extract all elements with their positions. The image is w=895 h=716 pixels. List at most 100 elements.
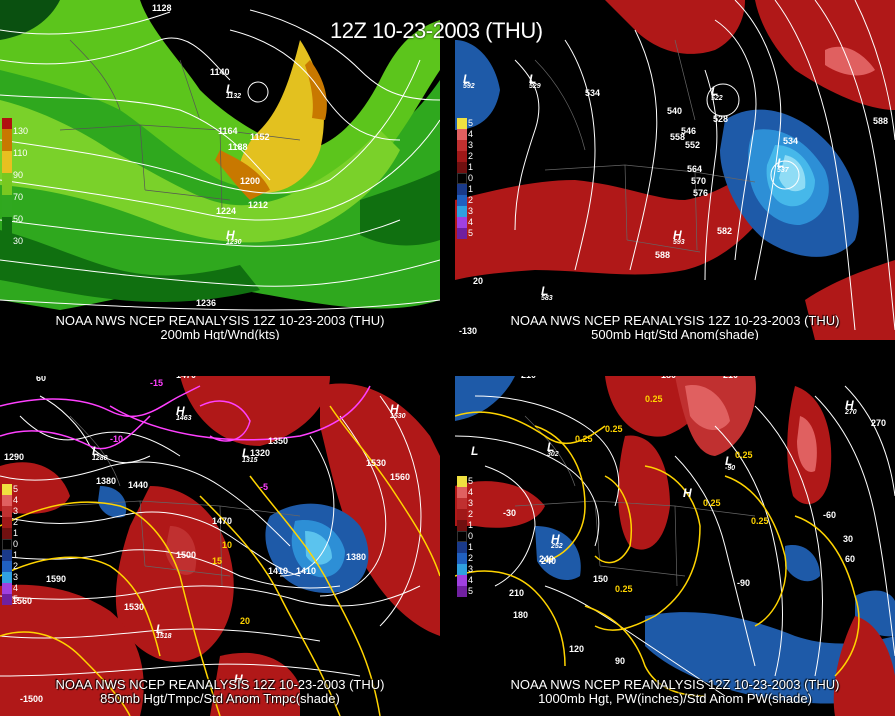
- low-center: L 1315: [242, 446, 258, 464]
- legend-swatch: [457, 173, 467, 184]
- legend-swatch: [457, 140, 467, 151]
- center-value: 270: [845, 409, 857, 416]
- legend-label: 2: [13, 517, 19, 527]
- legend-label: 2: [468, 195, 474, 205]
- contour-label: 1320: [250, 448, 271, 458]
- high-center: H: [683, 486, 692, 500]
- legend-swatch: [457, 531, 467, 542]
- panel-caption: NOAA NWS NCEP REANALYSIS 12Z 10-23-2003 …: [0, 678, 440, 706]
- contour-label: 570: [691, 176, 707, 186]
- legend-swatch: [457, 195, 467, 206]
- contour-label: 588: [873, 116, 889, 126]
- legend-label: 3: [13, 572, 19, 582]
- center-value: 1463: [176, 415, 192, 422]
- legend-swatch: [2, 528, 12, 539]
- legend-swatch: [457, 542, 467, 553]
- pw-label: 0.25: [605, 424, 623, 434]
- contour-label: 270: [871, 418, 887, 428]
- pw-label: 0.25: [645, 394, 663, 404]
- contour-label: -60: [823, 510, 837, 520]
- legend-label: 1: [468, 542, 474, 552]
- contour-label: 1140: [210, 67, 230, 77]
- contour-label: 90: [615, 656, 626, 666]
- legend-200mb: 130 110 90 70 50 30: [2, 118, 28, 246]
- contour-label: 210: [723, 376, 738, 380]
- contour-label: 1188: [228, 142, 248, 152]
- legend-swatch: [457, 553, 467, 564]
- legend-label: 4: [468, 217, 474, 227]
- contour-label: -90: [737, 578, 751, 588]
- caption-line2: 1000mb Hgt, PW(inches)/Std Anom PW(shade…: [538, 691, 812, 706]
- center-value: 252: [551, 543, 563, 550]
- low-center: L 1518: [156, 622, 172, 640]
- high-center: H 1463: [176, 404, 192, 422]
- pw-label: 0.25: [703, 498, 721, 508]
- low-center: L 529: [529, 72, 541, 90]
- legend-swatch: [457, 575, 467, 586]
- center-value: 537: [777, 167, 789, 174]
- caption-line2: 200mb Hgt/Wnd(kts): [160, 327, 280, 341]
- contour-label: 588: [655, 250, 671, 260]
- legend-label: 1: [468, 184, 474, 194]
- contour-label: 1236: [196, 298, 217, 308]
- legend-label: 3: [468, 498, 474, 508]
- legend-swatch: [2, 572, 12, 583]
- contour-label: 582: [717, 226, 733, 236]
- caption-line2: 500mb Hgt/Std Anom(shade): [591, 327, 759, 341]
- legend-swatch: [457, 228, 467, 239]
- legend-swatch: [457, 564, 467, 575]
- legend-swatch: [457, 118, 467, 129]
- legend-swatch: [2, 561, 12, 572]
- temp-label: -10: [110, 434, 124, 444]
- contour-label: 1530: [124, 602, 145, 612]
- contour-label: 546: [681, 126, 697, 136]
- legend-label: 2: [468, 553, 474, 563]
- low-center: L 592: [463, 72, 475, 90]
- pw-label: 0.25: [751, 516, 769, 526]
- legend-label: 5: [13, 484, 19, 494]
- page-title: 12Z 10-23-2003 (THU): [330, 18, 543, 43]
- contour-label: 240: [539, 554, 555, 564]
- contour-label: 1410: [268, 566, 289, 576]
- legend-label: 3: [468, 140, 474, 150]
- legend-swatch: [457, 162, 467, 173]
- contour-label: 1410: [296, 566, 317, 576]
- contour-label: 60: [845, 554, 856, 564]
- legend-label: 5: [468, 586, 474, 596]
- contour-label: 1350: [268, 436, 289, 446]
- center-value: 592: [463, 83, 475, 90]
- legend-swatch: [457, 206, 467, 217]
- legend-label: 1: [13, 550, 19, 560]
- contour-label: 1500: [176, 550, 197, 560]
- contour-label: 1380: [96, 476, 117, 486]
- legend-label: 2: [13, 561, 19, 571]
- low-center: L -90: [725, 454, 736, 472]
- contour-label: 1560: [390, 472, 411, 482]
- legend-label: 1: [468, 162, 474, 172]
- legend-label: 4: [468, 575, 474, 585]
- high-center: H 1230: [226, 228, 242, 246]
- edge-label: 60: [36, 376, 47, 383]
- legend-label: 110: [13, 148, 28, 158]
- panel-850mb: 5 4 3 2 1 0 1 2 3 4 5 1470 1350 1320 129…: [0, 376, 440, 716]
- legend-swatch: [457, 129, 467, 140]
- contour-label: 1470: [212, 516, 233, 526]
- legend-label: 5: [468, 118, 474, 128]
- contour-label: 1212: [248, 200, 269, 210]
- legend-label: 90: [13, 170, 24, 180]
- panel-caption: NOAA NWS NCEP REANALYSIS 12Z 10-23-2003 …: [455, 314, 895, 341]
- legend-swatch: [457, 586, 467, 597]
- legend-label: 4: [468, 129, 474, 139]
- panel-caption: NOAA NWS NCEP REANALYSIS 12Z 10-23-2003 …: [455, 678, 895, 706]
- center-value: 1280: [92, 455, 108, 462]
- low-center: L: [471, 444, 479, 458]
- high-center: H 1530: [390, 402, 406, 420]
- contour-label: 540: [667, 106, 683, 116]
- low-center: L 522: [711, 84, 723, 102]
- legend-swatch: [2, 129, 12, 151]
- legend-swatch: [457, 509, 467, 520]
- legend-swatch: [457, 498, 467, 509]
- legend-swatch: [457, 184, 467, 195]
- legend-label: 50: [13, 214, 24, 224]
- legend-swatch: [2, 583, 12, 594]
